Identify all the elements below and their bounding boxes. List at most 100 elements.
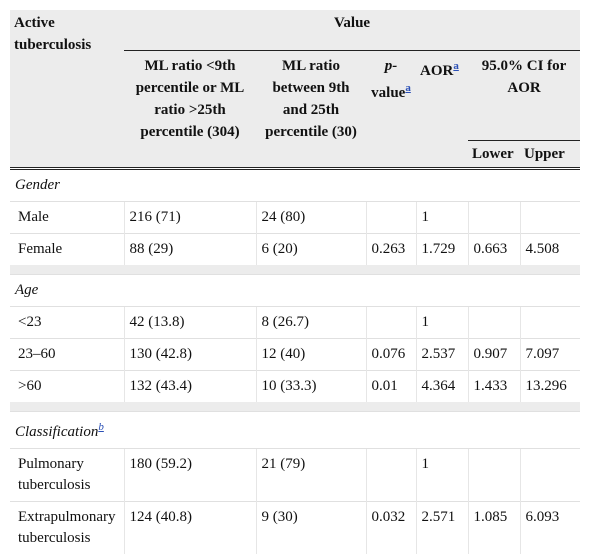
- results-table: Active tuberculosis Value ML ratio <9th …: [10, 10, 581, 554]
- header-text: 95.0% CI for AOR: [481, 57, 567, 96]
- data-cell: [365, 447, 416, 501]
- cell-text: 0.076: [371, 345, 406, 362]
- cell-text: 42 (13.8): [129, 313, 185, 330]
- cell-text: 0.032: [371, 508, 406, 525]
- cell-text: 88 (29): [129, 240, 174, 257]
- header-text: value: [371, 84, 406, 101]
- data-row: Male 216 (71) 24 (80) 1: [10, 200, 581, 233]
- data-cell: 1: [415, 447, 468, 501]
- cell-text: 1.085: [473, 508, 508, 525]
- data-cell: 4.508: [519, 232, 581, 265]
- cell-text: >60: [18, 377, 42, 394]
- cell-text: 8 (26.7): [261, 313, 310, 330]
- header-cell: ML ratio between 9th and 25th percentile…: [256, 50, 366, 170]
- footnote-link[interactable]: b: [98, 420, 104, 433]
- cell-text: 124 (40.8): [129, 508, 193, 525]
- cell-text: 12 (40): [261, 345, 306, 362]
- data-cell: 21 (79): [255, 447, 366, 501]
- data-row: Extrapulmonary tuberculosis 124 (40.8) 9 (…: [10, 500, 581, 554]
- cell-text: 7.097: [525, 345, 560, 362]
- header-text: p-: [384, 57, 398, 74]
- cell-text: 1: [421, 313, 430, 330]
- section-row: Classificationb: [10, 410, 581, 448]
- cell-text: 0.907: [473, 345, 508, 362]
- cell-text: 4.364: [421, 377, 456, 394]
- data-cell: 132 (43.4): [123, 369, 256, 402]
- header-text: Upper: [524, 145, 565, 162]
- header-cell: AORa: [416, 50, 468, 170]
- data-cell: 1.729: [415, 232, 468, 265]
- footnote-link[interactable]: a: [453, 59, 459, 72]
- cell-text: 2.571: [421, 508, 456, 525]
- spacer-cell: [10, 401, 581, 411]
- section-cell: Gender: [10, 167, 581, 201]
- data-cell: 7.097: [519, 337, 581, 370]
- data-row: 23–60 130 (42.8) 12 (40) 0.076 2.537 0.907 7.0…: [10, 337, 581, 370]
- data-cell: Pulmonary tuberculosis: [10, 447, 124, 501]
- data-cell: 6.093: [519, 500, 581, 554]
- data-cell: 8 (26.7): [255, 305, 366, 338]
- cell-text: Pulmonary tuberculosis: [18, 455, 91, 493]
- header-cell: 95.0% CI for AOR: [468, 50, 581, 141]
- header-cell: Lower: [468, 140, 520, 170]
- data-cell: 23–60: [10, 337, 124, 370]
- data-cell: 0.907: [467, 337, 520, 370]
- cell-text: 0.663: [473, 240, 508, 257]
- data-cell: 0.076: [365, 337, 416, 370]
- cell-text: 21 (79): [261, 455, 306, 472]
- cell-text: 23–60: [18, 345, 56, 362]
- data-cell: [365, 305, 416, 338]
- data-cell: 1: [415, 200, 468, 233]
- data-cell: 12 (40): [255, 337, 366, 370]
- cell-text: Extrapulmonary tuberculosis: [18, 508, 116, 546]
- section-title: Gender: [15, 176, 60, 193]
- data-cell: [467, 447, 520, 501]
- data-cell: 0.01: [365, 369, 416, 402]
- data-cell: Male: [10, 200, 124, 233]
- header-row: Lower Upper: [10, 140, 581, 170]
- section-row: Gender: [10, 167, 581, 201]
- spacer-row: [10, 401, 581, 411]
- cell-text: Male: [18, 208, 49, 225]
- cell-text: 6.093: [525, 508, 560, 525]
- data-cell: 24 (80): [255, 200, 366, 233]
- header-text: ML ratio <9th percentile or ML ratio >25…: [135, 57, 245, 140]
- data-row: >60 132 (43.4) 10 (33.3) 0.01 4.364 1.433 13.2…: [10, 369, 581, 402]
- spacer-cell: [10, 264, 581, 274]
- cell-text: 0.263: [371, 240, 406, 257]
- header-cell: Active tuberculosis: [10, 10, 124, 170]
- data-row: Female 88 (29) 6 (20) 0.263 1.729 0.663 4.508: [10, 232, 581, 265]
- data-cell: 1.433: [467, 369, 520, 402]
- data-row: Pulmonary tuberculosis 180 (59.2) 21 (79) 1: [10, 447, 581, 501]
- table-wrap: Active tuberculosis Value ML ratio <9th …: [10, 10, 581, 554]
- data-cell: Female: [10, 232, 124, 265]
- header-row: ML ratio <9th percentile or ML ratio >25…: [10, 50, 581, 170]
- cell-text: 0.01: [371, 377, 398, 394]
- data-cell: [519, 447, 581, 501]
- data-cell: 124 (40.8): [123, 500, 256, 554]
- data-cell: >60: [10, 369, 124, 402]
- cell-text: <23: [18, 313, 42, 330]
- data-cell: 0.032: [365, 500, 416, 554]
- cell-text: 24 (80): [261, 208, 306, 225]
- data-cell: 130 (42.8): [123, 337, 256, 370]
- section-title: Age: [15, 281, 39, 298]
- data-cell: 88 (29): [123, 232, 256, 265]
- data-cell: [467, 305, 520, 338]
- data-cell: 180 (59.2): [123, 447, 256, 501]
- data-cell: 1.085: [467, 500, 520, 554]
- cell-text: 4.508: [525, 240, 560, 257]
- footnote-link[interactable]: a: [405, 81, 411, 94]
- data-row: <23 42 (13.8) 8 (26.7) 1: [10, 305, 581, 338]
- cell-text: 13.296: [525, 377, 567, 394]
- table-head: Active tuberculosis Value ML ratio <9th …: [10, 10, 581, 170]
- cell-text: Female: [18, 240, 63, 257]
- section-cell: Classificationb: [10, 410, 581, 448]
- data-cell: [519, 305, 581, 338]
- data-cell: 0.263: [365, 232, 416, 265]
- data-cell: 1: [415, 305, 468, 338]
- header-text: AOR: [420, 62, 454, 79]
- table-body: Gender Male 216 (71) 24 (80) 1 Female 88 (29) 6…: [10, 167, 581, 554]
- data-cell: [365, 200, 416, 233]
